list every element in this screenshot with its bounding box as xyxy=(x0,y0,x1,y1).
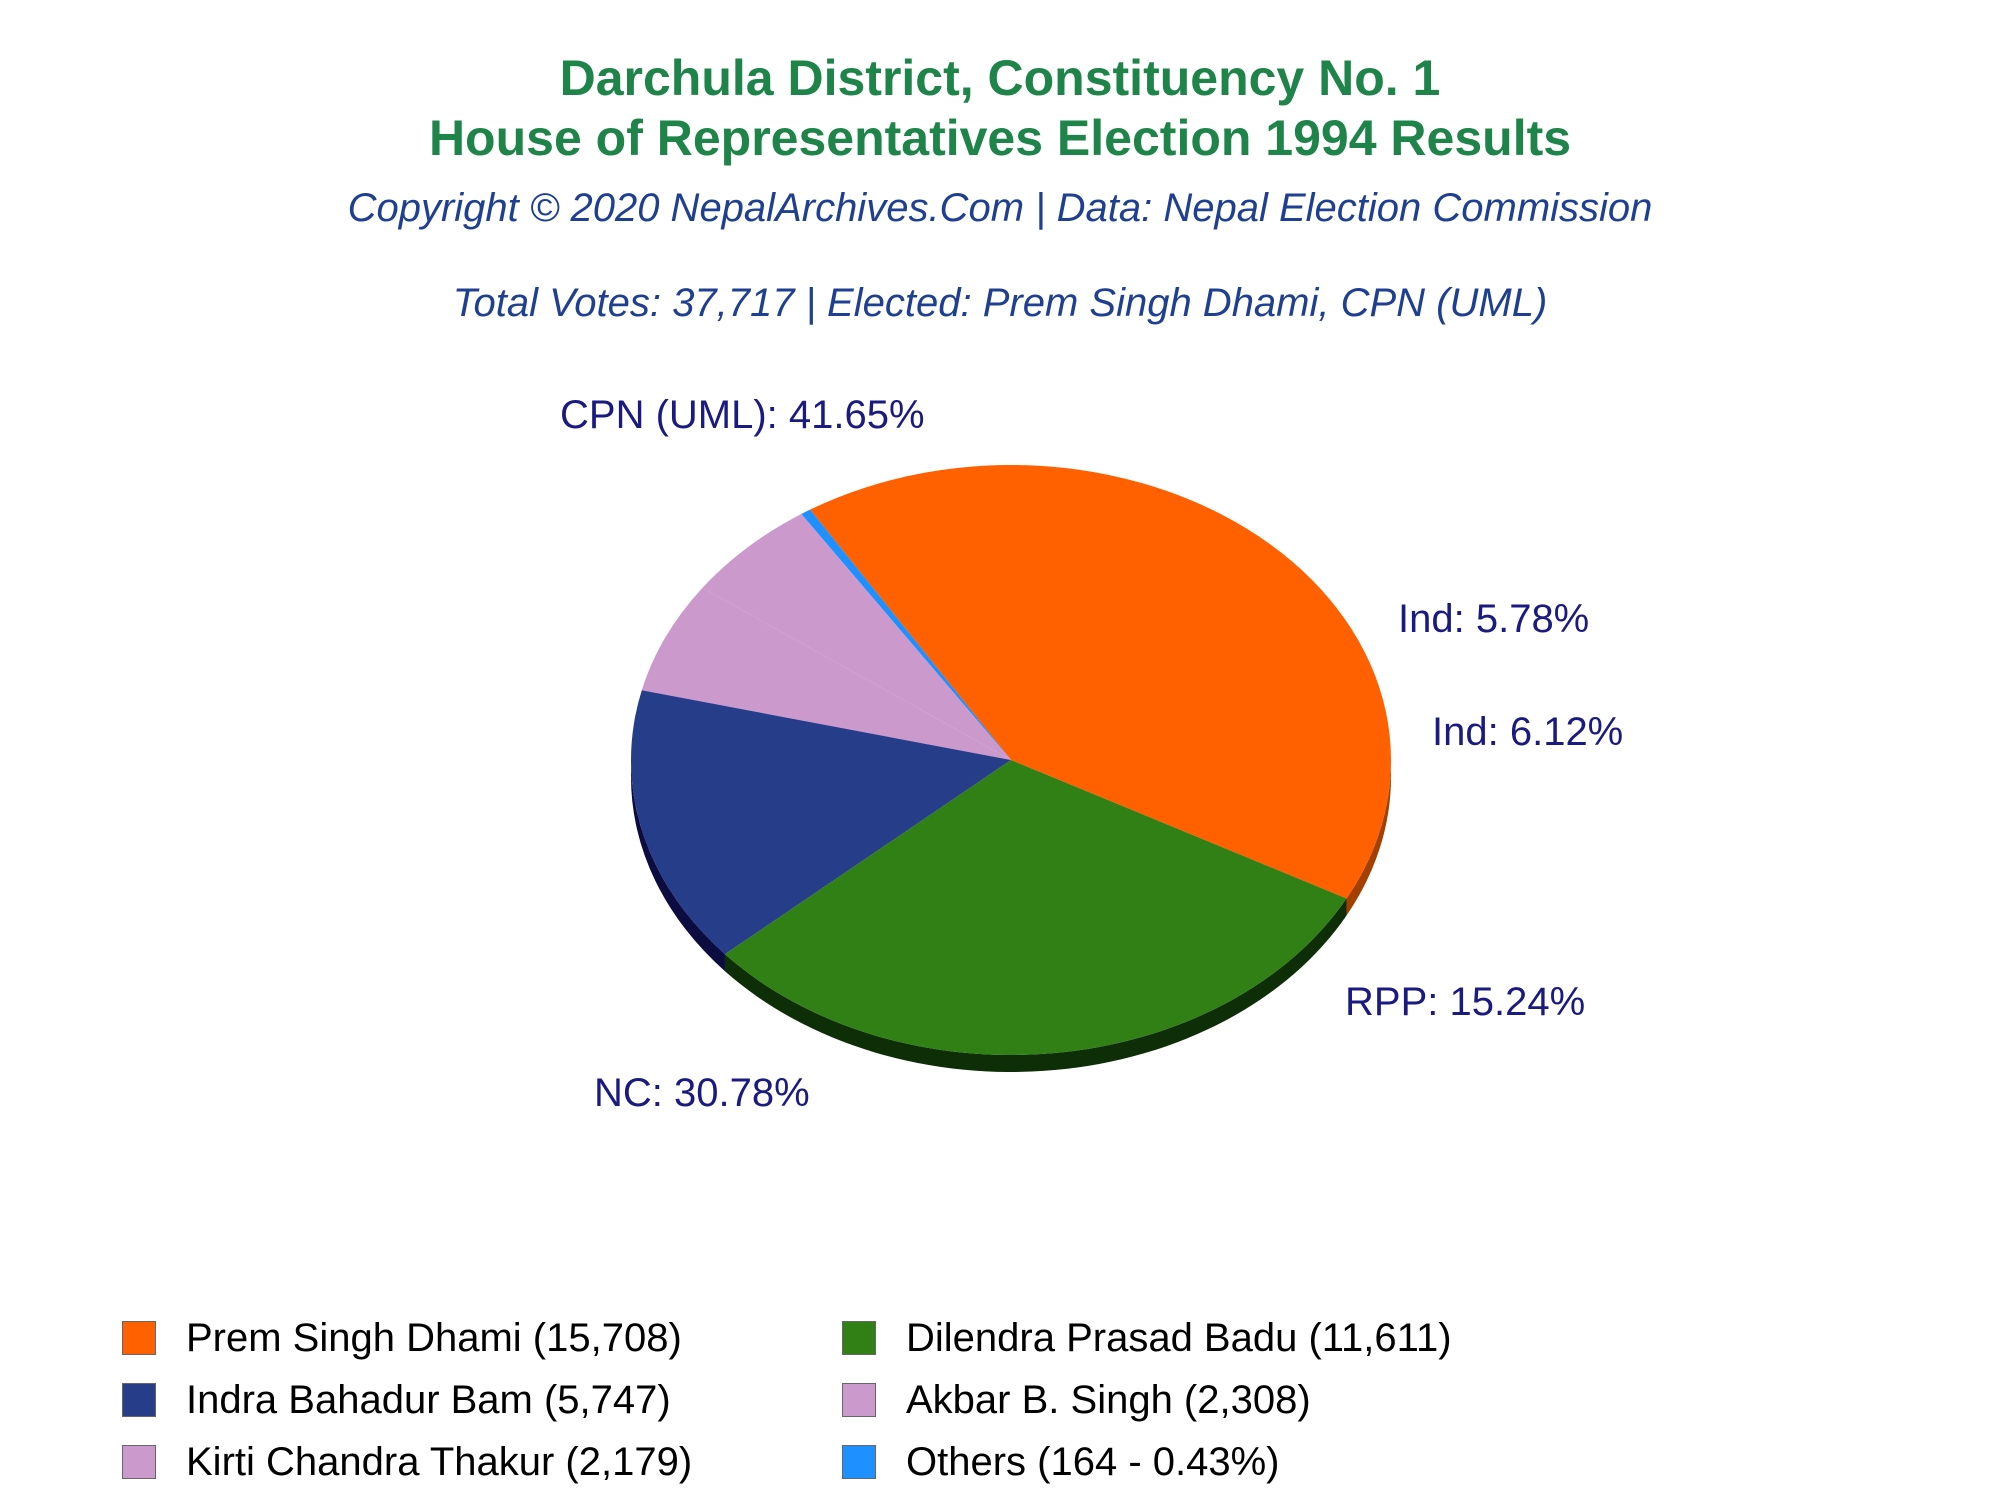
pie-slice-1 xyxy=(801,509,1011,760)
vote-summary: Total Votes: 37,717 | Elected: Prem Sing… xyxy=(452,281,1548,325)
legend-label: Prem Singh Dhami (15,708) xyxy=(186,1315,682,1360)
legend-swatch xyxy=(122,1321,156,1355)
pie-slice-3 xyxy=(641,587,1011,760)
pie-slices xyxy=(631,464,1392,1055)
legend-label: Dilendra Prasad Badu (11,611) xyxy=(906,1315,1452,1360)
legend-label: Akbar B. Singh (2,308) xyxy=(906,1377,1311,1422)
chart-title-line-2: House of Representatives Election 1994 R… xyxy=(428,110,1572,166)
pie-side-wrap-0 xyxy=(1346,760,1391,916)
pie-slice-2 xyxy=(702,513,1011,760)
slice-label-4: RPP: 15.24% xyxy=(1345,980,1585,1024)
pie-side-5 xyxy=(724,898,1347,1072)
legend-swatch xyxy=(122,1383,156,1417)
slice-label-3: Ind: 6.12% xyxy=(1432,710,1623,754)
pie-slice-5 xyxy=(724,760,1347,1055)
chart-subtitle: Copyright © 2020 NepalArchives.Com | Dat… xyxy=(347,186,1653,230)
legend-label: Indra Bahadur Bam (5,747) xyxy=(186,1377,671,1422)
pie-slice-0 xyxy=(810,464,1392,899)
pie-labels: CPN (UML): 41.65% Ind: 5.78% Ind: 6.12% RPP… xyxy=(560,393,1623,1115)
slice-label-5: NC: 30.78% xyxy=(594,1071,810,1115)
pie-slice-4 xyxy=(631,690,1011,955)
chart-title-line-1: Darchula District, Constituency No. 1 xyxy=(559,50,1441,106)
legend-swatch xyxy=(842,1383,876,1417)
legend-item: Others (164 - 0.43%) xyxy=(842,1437,1280,1487)
pie-side-4 xyxy=(631,760,725,972)
legend-item: Akbar B. Singh (2,308) xyxy=(842,1375,1311,1425)
slice-label-2: Ind: 5.78% xyxy=(1398,597,1589,641)
pie-depth xyxy=(631,760,1391,1072)
legend-item: Kirti Chandra Thakur (2,179) xyxy=(122,1437,692,1487)
legend-swatch xyxy=(122,1445,156,1479)
legend-item: Prem Singh Dhami (15,708) xyxy=(122,1313,682,1363)
legend-item: Dilendra Prasad Badu (11,611) xyxy=(842,1313,1452,1363)
legend-swatch xyxy=(842,1445,876,1479)
legend-swatch xyxy=(842,1321,876,1355)
legend-label: Kirti Chandra Thakur (2,179) xyxy=(186,1439,693,1484)
legend-label: Others (164 - 0.43%) xyxy=(906,1439,1280,1484)
slice-label-0: CPN (UML): 41.65% xyxy=(560,393,925,437)
legend-item: Indra Bahadur Bam (5,747) xyxy=(122,1375,671,1425)
